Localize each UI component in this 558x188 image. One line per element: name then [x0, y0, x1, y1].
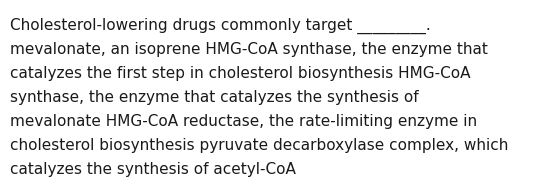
Text: mevalonate HMG-CoA reductase, the rate-limiting enzyme in: mevalonate HMG-CoA reductase, the rate-l…: [10, 114, 477, 129]
Text: mevalonate, an isoprene HMG-CoA synthase, the enzyme that: mevalonate, an isoprene HMG-CoA synthase…: [10, 42, 488, 57]
Text: catalyzes the first step in cholesterol biosynthesis HMG-CoA: catalyzes the first step in cholesterol …: [10, 66, 470, 81]
Text: Cholesterol-lowering drugs commonly target _________.: Cholesterol-lowering drugs commonly targ…: [10, 18, 431, 34]
Text: synthase, the enzyme that catalyzes the synthesis of: synthase, the enzyme that catalyzes the …: [10, 90, 418, 105]
Text: catalyzes the synthesis of acetyl-CoA: catalyzes the synthesis of acetyl-CoA: [10, 162, 296, 177]
Text: cholesterol biosynthesis pyruvate decarboxylase complex, which: cholesterol biosynthesis pyruvate decarb…: [10, 138, 508, 153]
